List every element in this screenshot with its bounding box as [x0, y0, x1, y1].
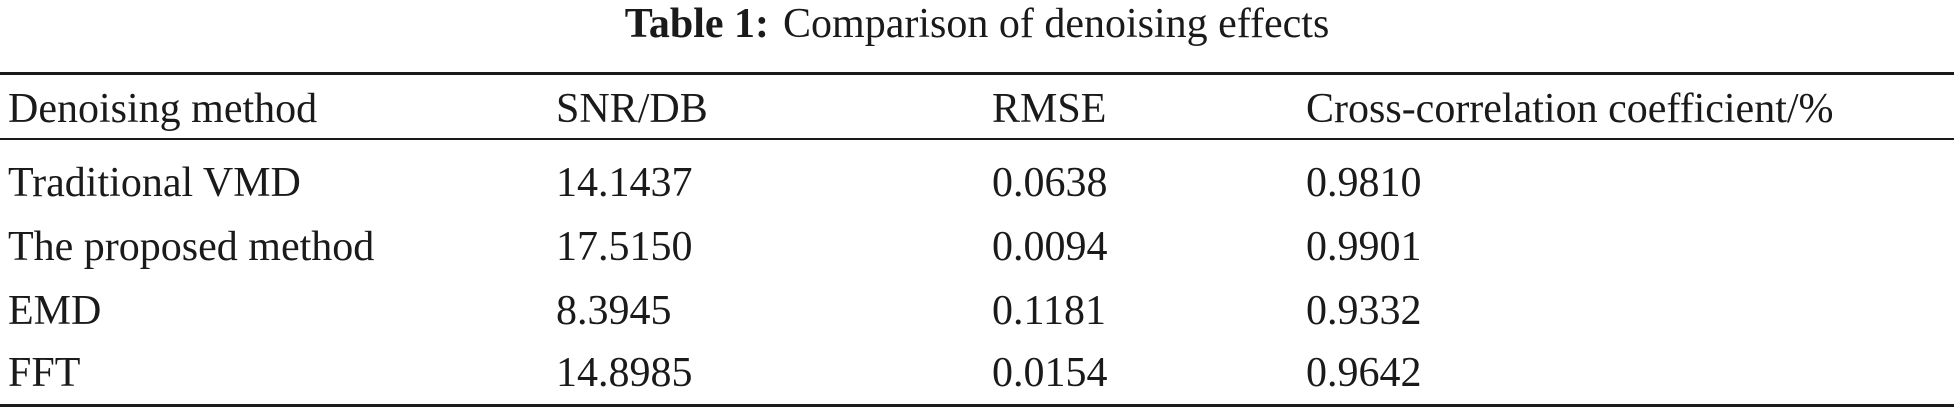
table-row: EMD 8.3945 0.1181 0.9332 — [0, 286, 1954, 336]
cell-cross-correlation: 0.9642 — [1306, 350, 1422, 396]
cell-rmse: 0.0154 — [992, 350, 1108, 396]
cell-rmse: 0.0094 — [992, 224, 1108, 270]
cell-cross-correlation: 0.9332 — [1306, 288, 1422, 334]
table-top-rule — [0, 72, 1954, 75]
cell-snr: 14.1437 — [556, 160, 693, 206]
header-cell-snr: SNR/DB — [556, 86, 708, 132]
table-row: Traditional VMD 14.1437 0.0638 0.9810 — [0, 158, 1954, 208]
cell-method: FFT — [8, 350, 81, 396]
table-caption-text: Comparison of denoising effects — [783, 1, 1330, 47]
header-cell-denoising-method: Denoising method — [8, 86, 318, 132]
cell-snr: 17.5150 — [556, 224, 693, 270]
cell-rmse: 0.0638 — [992, 160, 1108, 206]
cell-snr: 8.3945 — [556, 288, 672, 334]
table-row: FFT 14.8985 0.0154 0.9642 — [0, 348, 1954, 398]
cell-method: Traditional VMD — [8, 160, 301, 206]
table-caption: Table 1: Comparison of denoising effects — [0, 0, 1954, 50]
cell-method: The proposed method — [8, 224, 375, 270]
table-bottom-rule — [0, 404, 1954, 407]
cell-cross-correlation: 0.9901 — [1306, 224, 1422, 270]
cell-rmse: 0.1181 — [992, 288, 1106, 334]
header-cell-rmse: RMSE — [992, 86, 1107, 132]
table-row: The proposed method 17.5150 0.0094 0.990… — [0, 222, 1954, 272]
cell-method: EMD — [8, 288, 102, 334]
table-header-rule — [0, 138, 1954, 140]
cell-cross-correlation: 0.9810 — [1306, 160, 1422, 206]
table-header-row: Denoising method SNR/DB RMSE Cross-corre… — [0, 84, 1954, 134]
cell-snr: 14.8985 — [556, 350, 693, 396]
header-cell-cross-correlation: Cross-correlation coefficient/% — [1306, 86, 1834, 132]
table-caption-label: Table 1: — [624, 1, 770, 47]
